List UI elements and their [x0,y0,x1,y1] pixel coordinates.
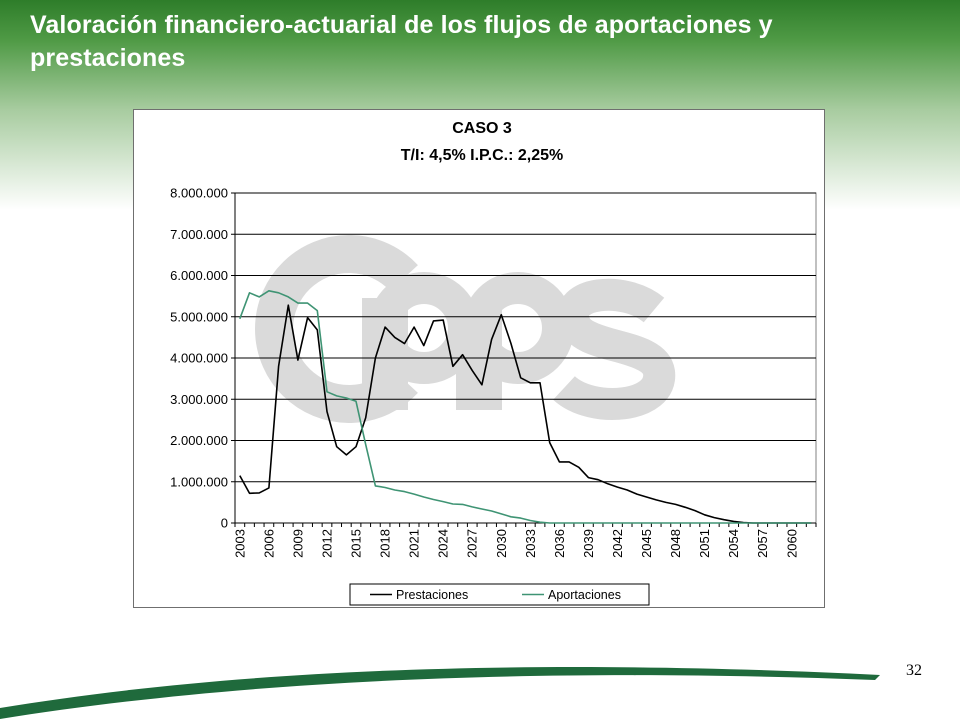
x-tick-label: 2051 [697,529,712,558]
x-tick-label: 2039 [581,529,596,558]
y-tick-label: 8.000.000 [170,186,228,201]
footer-swoosh-shape [0,667,880,719]
x-tick-label: 2027 [465,529,480,558]
x-tick-label: 2045 [639,529,654,558]
x-tick-label: 2018 [378,529,393,558]
legend-label-prestaciones: Prestaciones [396,588,468,602]
series-lines [239,290,812,524]
y-tick-label: 2.000.000 [170,433,228,448]
y-axis-tick-labels: 0 1.000.000 2.000.000 3.000.000 4.000.000 5.0… [170,186,228,531]
x-tick-label: 2024 [436,529,451,558]
legend-box [349,583,650,606]
x-tick-label: 2006 [261,529,276,558]
x-tick-label: 2012 [319,529,334,558]
footer-swoosh [0,667,880,719]
y-tick-label: 7.000.000 [170,227,228,242]
line-chart: CASO 3 T/I: 4,5% I.P.C.: 2,25% 0 1.000.00… [170,120,817,606]
y-tick-label: 3.000.000 [170,392,228,407]
x-tick-label: 2015 [349,529,364,558]
legend-label-aportaciones: Aportaciones [548,588,621,602]
chart-frame: CASO 3 T/I: 4,5% I.P.C.: 2,25% 0 1.000.00… [133,109,825,608]
chart-title-line-2: T/I: 4,5% I.P.C.: 2,25% [401,147,563,164]
y-tick-label: 1.000.000 [170,474,228,489]
plot-area [231,192,817,527]
x-tick-label: 2030 [494,529,509,558]
y-tick-label: 5.000.000 [170,309,228,324]
x-tick-label: 2057 [755,529,770,558]
x-tick-label: 2054 [726,529,741,558]
page-number: 32 [906,662,922,679]
x-tick-label: 2033 [523,529,538,558]
series-line-prestaciones [239,304,812,524]
x-tick-label: 2036 [552,529,567,558]
legend: Prestaciones Aportaciones [349,583,650,606]
y-tick-label: 0 [221,516,228,531]
x-tick-label: 2003 [232,529,247,558]
y-tick-label: 4.000.000 [170,351,228,366]
chart-title-line-1: CASO 3 [452,120,512,137]
x-tick-label: 2009 [290,529,305,558]
y-tick-label: 6.000.000 [170,268,228,283]
slide-title: Valoración financiero-actuarial de los f… [30,11,773,72]
x-tick-label: 2042 [610,529,625,558]
x-tick-label: 2021 [407,529,422,558]
x-axis-tick-labels: 2003 2006 2009 2012 2015 2018 2021 2024 2027 2030… [232,529,799,558]
series-line-aportaciones [239,290,812,524]
x-tick-label: 2048 [668,529,683,558]
x-tick-label: 2060 [784,529,799,558]
